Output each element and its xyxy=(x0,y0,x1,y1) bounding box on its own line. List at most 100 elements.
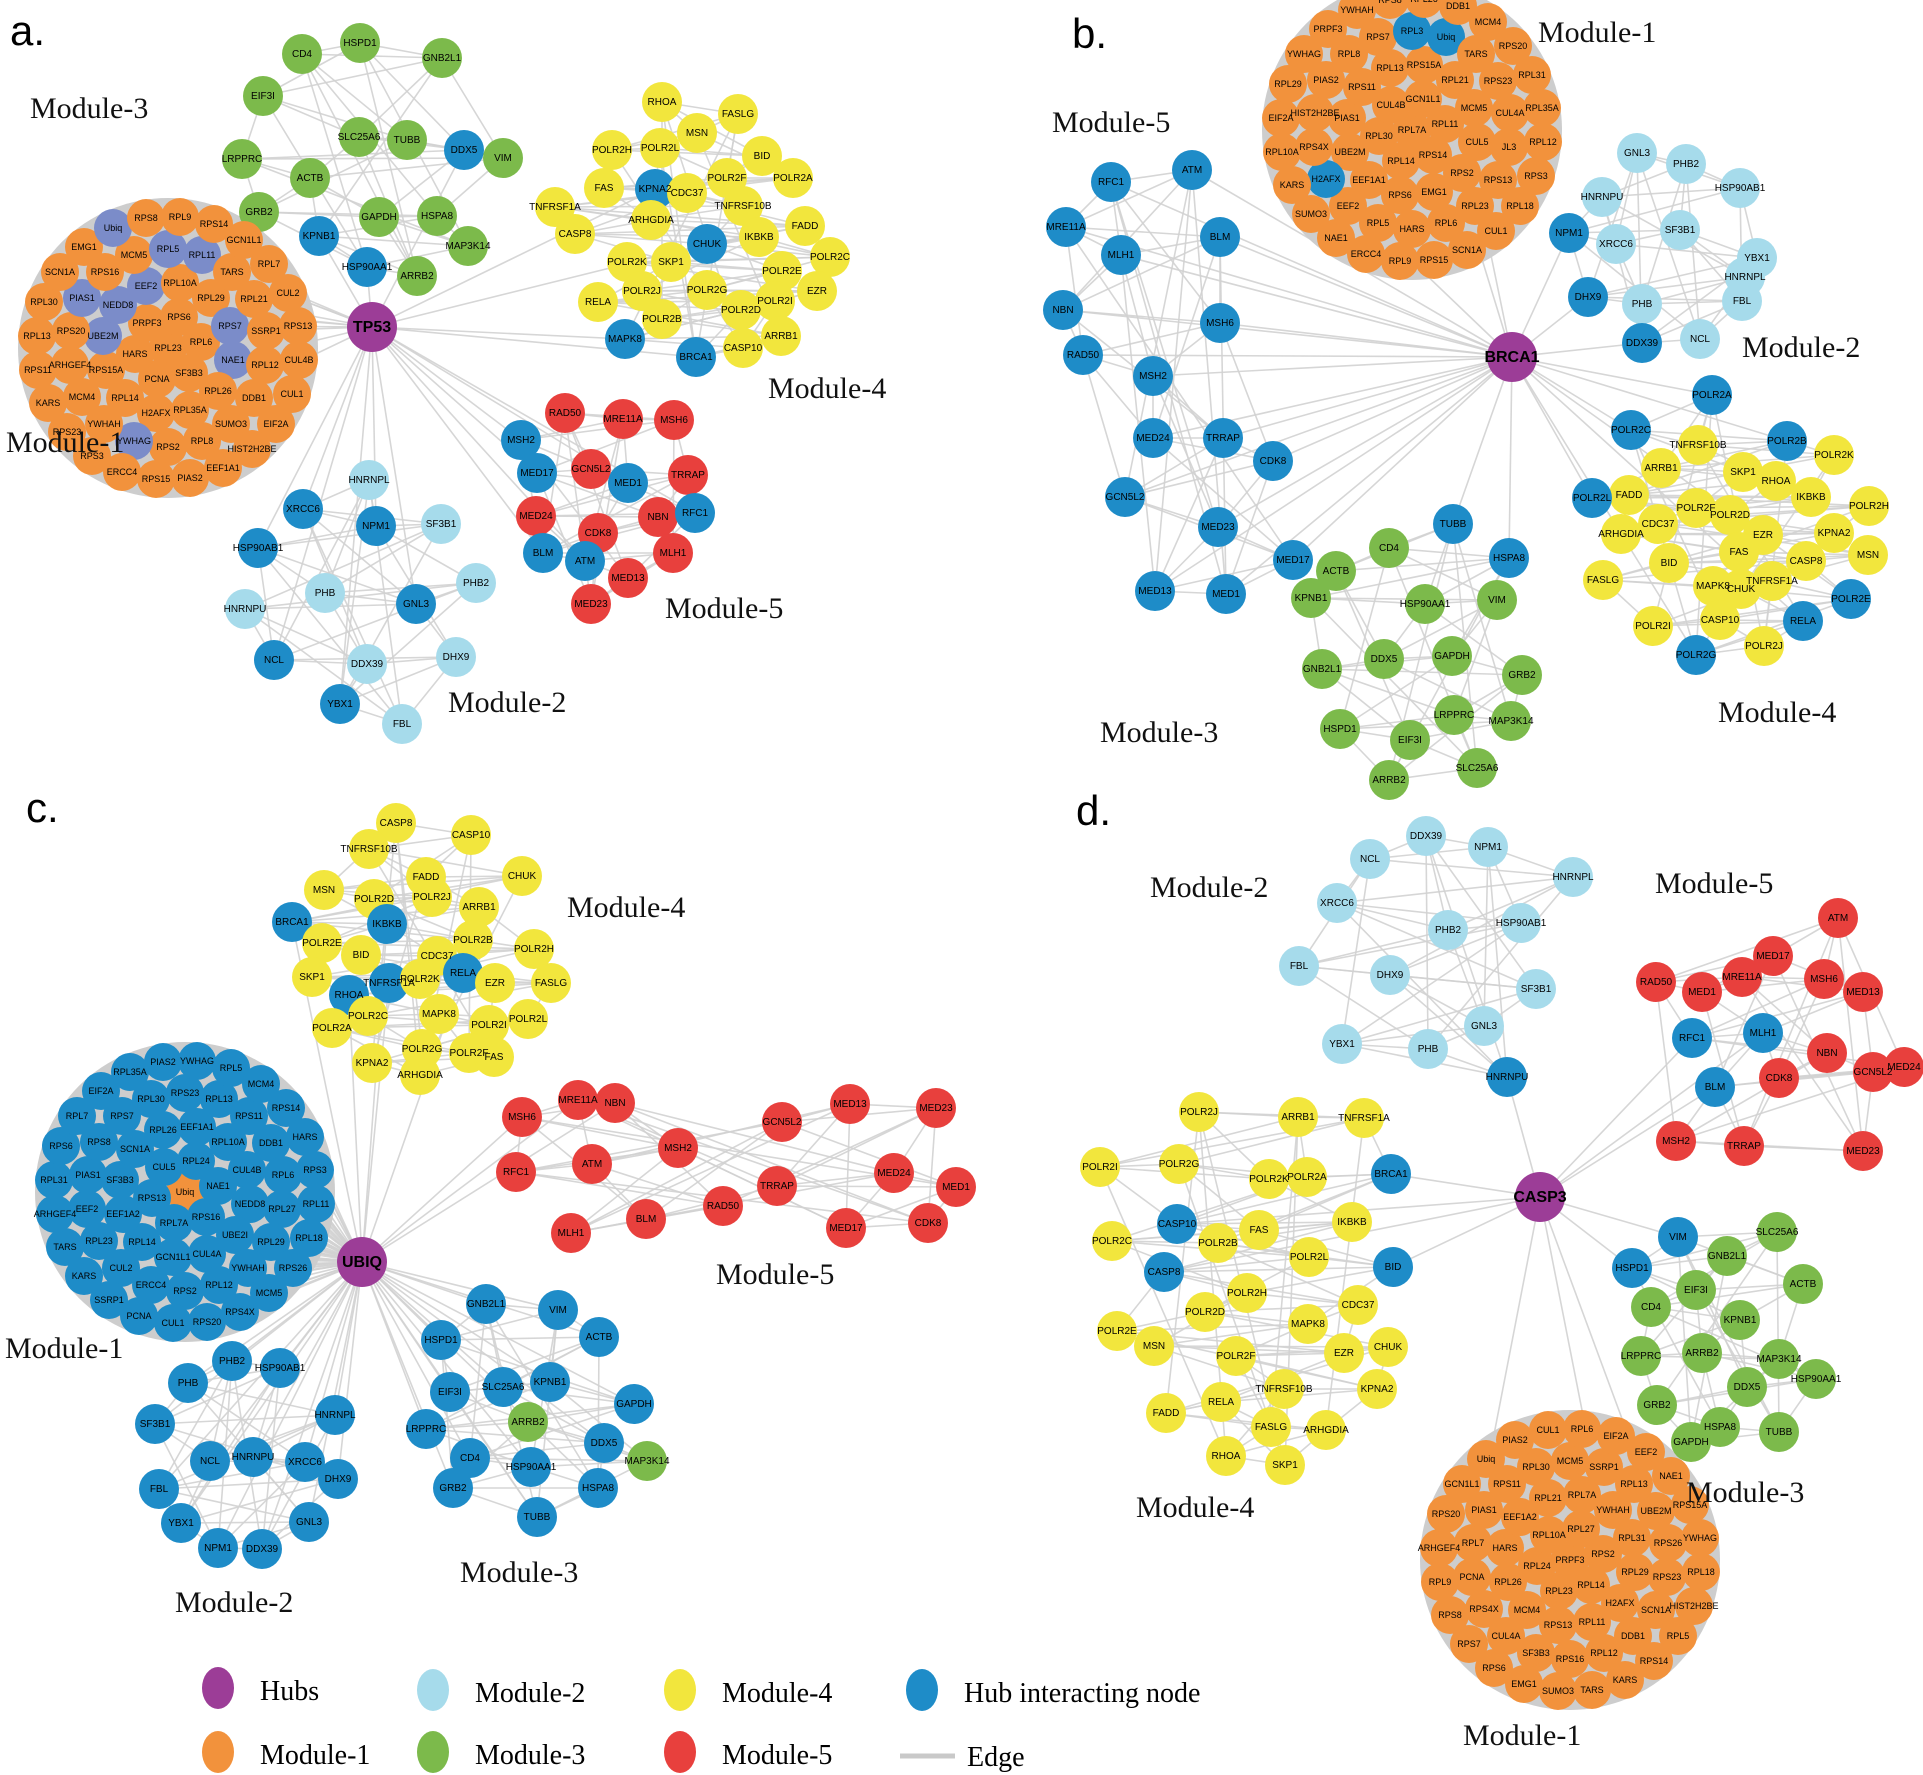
node-MLH1[interactable] xyxy=(1101,235,1141,275)
node-NCL[interactable] xyxy=(1350,839,1390,879)
node-TNFRSF10B[interactable] xyxy=(349,829,389,869)
node-RPS11[interactable] xyxy=(1488,1465,1526,1503)
node-EEF1A1[interactable] xyxy=(204,449,242,487)
node-XRCC6[interactable] xyxy=(1317,883,1357,923)
node-RELA[interactable] xyxy=(578,282,618,322)
node-RPL3[interactable] xyxy=(1393,12,1431,50)
node-HSP90AA1[interactable] xyxy=(1405,584,1445,624)
node-PIAS2[interactable] xyxy=(1496,1421,1534,1459)
node-YWHAH[interactable] xyxy=(229,1249,267,1287)
node-FAS[interactable] xyxy=(1239,1210,1279,1250)
node-GAPDH[interactable] xyxy=(614,1384,654,1424)
node-MED13[interactable] xyxy=(1843,972,1883,1012)
node-RPS7[interactable] xyxy=(103,1097,141,1135)
node-UBE2I[interactable] xyxy=(216,1216,254,1254)
node-GCN5L2[interactable] xyxy=(1105,477,1145,517)
node-MCM5[interactable] xyxy=(1551,1442,1589,1480)
node-CD4[interactable] xyxy=(1369,528,1409,568)
node-KARS[interactable] xyxy=(1273,166,1311,204)
node-POLR2J[interactable] xyxy=(1179,1092,1219,1132)
node-TARS[interactable] xyxy=(213,253,251,291)
node-ARRB2[interactable] xyxy=(508,1402,548,1442)
node-KPNB1[interactable] xyxy=(1291,578,1331,618)
node-RPL8[interactable] xyxy=(183,422,221,460)
node-PIAS1[interactable] xyxy=(63,279,101,317)
node-ACTB[interactable] xyxy=(290,158,330,198)
node-BLM[interactable] xyxy=(626,1199,666,1239)
node-NEDD8[interactable] xyxy=(99,286,137,324)
node-GCN1L1[interactable] xyxy=(1404,80,1442,118)
node-TNFRSF1A[interactable] xyxy=(369,963,409,1003)
node-KARS[interactable] xyxy=(65,1257,103,1295)
node-MED17[interactable] xyxy=(826,1208,866,1248)
node-IKBKB[interactable] xyxy=(1791,477,1831,517)
node-PRPF3[interactable] xyxy=(128,304,166,342)
node-RPL18[interactable] xyxy=(1682,1553,1720,1591)
node-RPL13[interactable] xyxy=(200,1080,238,1118)
node-Ubiq[interactable] xyxy=(166,1173,204,1211)
node-ARRB2[interactable] xyxy=(397,256,437,296)
node-YBX1[interactable] xyxy=(320,684,360,724)
node-BID[interactable] xyxy=(1373,1247,1413,1287)
node-GNB2L1[interactable] xyxy=(466,1284,506,1324)
node-DDX5[interactable] xyxy=(1727,1367,1767,1407)
node-H2AFX[interactable] xyxy=(1601,1584,1639,1622)
node-HNRNPU[interactable] xyxy=(233,1437,273,1477)
node-DDX39[interactable] xyxy=(347,644,387,684)
node-SCN1A[interactable] xyxy=(116,1130,154,1168)
node-POLR2A[interactable] xyxy=(1287,1157,1327,1197)
node-POLR2D[interactable] xyxy=(1710,495,1750,535)
node-PIAS1[interactable] xyxy=(69,1156,107,1194)
node-PIAS2[interactable] xyxy=(144,1043,182,1081)
node-MRE11A[interactable] xyxy=(1046,207,1086,247)
node-NAE1[interactable] xyxy=(214,341,252,379)
node-RPS23[interactable] xyxy=(1648,1558,1686,1596)
node-MED23[interactable] xyxy=(1198,507,1238,547)
node-HARS[interactable] xyxy=(286,1118,324,1156)
node-CUL4A[interactable] xyxy=(1491,94,1529,132)
node-BRCA1[interactable] xyxy=(272,902,312,942)
node-RPS23[interactable] xyxy=(1479,62,1517,100)
node-HNRNPL[interactable] xyxy=(1553,857,1593,897)
node-LRPPRC[interactable] xyxy=(222,139,262,179)
node-RPL5[interactable] xyxy=(1659,1617,1697,1655)
node-BLM[interactable] xyxy=(1695,1067,1735,1107)
node-RPS15A[interactable] xyxy=(1405,46,1443,84)
node-RPL23[interactable] xyxy=(149,329,187,367)
node-CASP8[interactable] xyxy=(1786,541,1826,581)
node-RPL21[interactable] xyxy=(235,280,273,318)
node-TARS[interactable] xyxy=(1573,1671,1611,1709)
node-POLR2L[interactable] xyxy=(1289,1237,1329,1277)
node-MSH6[interactable] xyxy=(654,400,694,440)
node-RPL12[interactable] xyxy=(200,1266,238,1304)
node-CUL4A[interactable] xyxy=(188,1235,226,1273)
node-TNFRSF10B[interactable] xyxy=(723,186,763,226)
node-RPL6[interactable] xyxy=(264,1156,302,1194)
node-FBL[interactable] xyxy=(1722,281,1762,321)
node-HNRNPU[interactable] xyxy=(1582,177,1622,217)
node-RAD50[interactable] xyxy=(1063,335,1103,375)
node-RPL10A[interactable] xyxy=(1530,1516,1568,1554)
node-POLR2I[interactable] xyxy=(755,281,795,321)
node-MED17[interactable] xyxy=(1753,936,1793,976)
node-SLC25A6[interactable] xyxy=(1457,748,1497,788)
node-HSPD1[interactable] xyxy=(1320,709,1360,749)
hub-TP53[interactable] xyxy=(347,302,397,352)
node-MCM5[interactable] xyxy=(115,236,153,274)
node-RPL10A[interactable] xyxy=(209,1123,247,1161)
node-POLR2D[interactable] xyxy=(1185,1292,1225,1332)
node-RHOA[interactable] xyxy=(1756,461,1796,501)
node-SF3B3[interactable] xyxy=(170,354,208,392)
node-CDC37[interactable] xyxy=(667,173,707,213)
node-TUBB[interactable] xyxy=(1759,1412,1799,1452)
node-FASLG[interactable] xyxy=(718,94,758,134)
node-RPL26[interactable] xyxy=(1405,0,1443,18)
node-RPL21[interactable] xyxy=(1529,1479,1567,1517)
node-POLR2C[interactable] xyxy=(1611,410,1651,450)
node-YWHAH[interactable] xyxy=(85,405,123,443)
node-CUL4B[interactable] xyxy=(1372,86,1410,124)
node-RPS4X[interactable] xyxy=(1465,1590,1503,1628)
node-Ubiq[interactable] xyxy=(1427,18,1465,56)
node-EIF3I[interactable] xyxy=(1676,1270,1716,1310)
node-MED24[interactable] xyxy=(874,1153,914,1193)
